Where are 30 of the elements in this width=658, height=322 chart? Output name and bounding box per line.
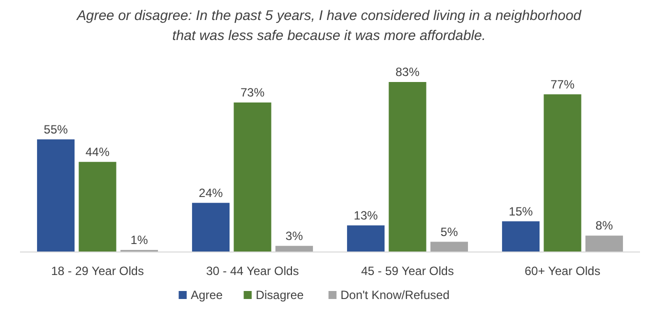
- data-label: 5%: [440, 224, 458, 239]
- bar: [388, 82, 426, 252]
- data-label: 44%: [85, 144, 110, 159]
- legend-label: Agree: [190, 288, 224, 302]
- x-tick-label: 45 - 59 Year Olds: [361, 264, 454, 278]
- data-label: 24%: [198, 186, 224, 200]
- data-label: 13%: [354, 208, 378, 222]
- x-tick-label: 30 - 44 Year Olds: [206, 264, 299, 278]
- data-label: 15%: [508, 204, 534, 218]
- data-label: 8%: [596, 218, 614, 233]
- bar: [502, 221, 540, 252]
- data-label: 55%: [44, 122, 68, 136]
- bar: [78, 162, 116, 252]
- chart-title: Agree or disagree: In the past 5 years, I have considered living in a neighborhood that was less safe because it was more affordable.: [76, 7, 582, 43]
- bar: [544, 94, 582, 252]
- legend-label: Don't Know/Refused: [340, 288, 450, 302]
- data-label: 83%: [395, 65, 420, 79]
- data-label: 3%: [286, 228, 304, 243]
- data-label: 73%: [240, 85, 265, 100]
- bar: [234, 102, 272, 252]
- bar: [37, 139, 75, 252]
- bar: [430, 242, 468, 252]
- x-tick-label: 18 - 29 Year Olds: [51, 264, 144, 278]
- x-tick-label: 60+ Year Olds: [524, 264, 600, 278]
- bar: [347, 225, 385, 252]
- data-label: 77%: [550, 77, 575, 92]
- bar: [585, 236, 623, 252]
- bar: [192, 202, 230, 252]
- legend-label: Disagree: [256, 288, 304, 302]
- data-label: 1%: [130, 232, 148, 247]
